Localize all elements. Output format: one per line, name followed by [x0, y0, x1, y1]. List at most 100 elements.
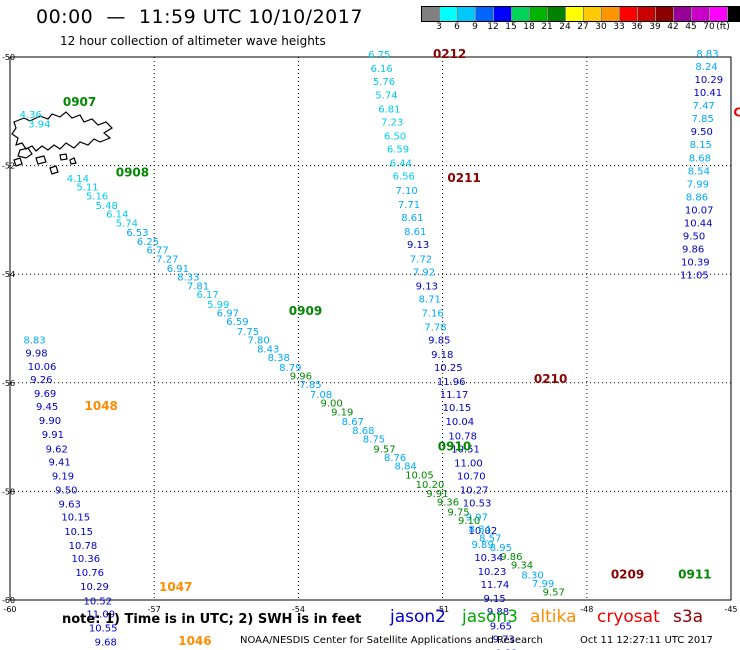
- colorbar-swatch: [494, 7, 512, 21]
- pass-time-label: 0909: [289, 304, 322, 318]
- longitude-tick-label: -54: [292, 605, 305, 614]
- wave-height-value: 8.68: [352, 426, 374, 437]
- wave-height-value: 9.19: [331, 407, 353, 418]
- wave-height-value: 11.17: [440, 390, 469, 401]
- wave-height-value: 8.84: [395, 462, 417, 473]
- wave-height-value: 7.27: [156, 254, 178, 265]
- wave-height-value: 8.95: [490, 543, 512, 554]
- wave-height-value: 9.73: [493, 634, 515, 645]
- wave-height-value: 11.74: [481, 580, 510, 591]
- wave-height-value: 10.39: [681, 258, 710, 269]
- wave-height-value: 8.86: [686, 192, 708, 203]
- satellite-legend-entry: cryosat: [597, 607, 660, 627]
- wave-height-value: 10.70: [457, 471, 486, 482]
- longitude-tick-label: -48: [580, 605, 593, 614]
- collection-subtitle: 12 hour collection of altimeter wave hei…: [60, 34, 326, 48]
- wave-height-value: 6.77: [147, 246, 169, 257]
- wave-height-value: 6.14: [106, 210, 128, 221]
- wave-height-value: 9.19: [52, 471, 74, 482]
- wave-height-value: 7.47: [693, 101, 715, 112]
- wave-height-value: 9.26: [30, 375, 52, 386]
- satellite-legend-entry: jason3: [462, 607, 518, 627]
- wave-height-value: 9.65: [490, 621, 512, 632]
- wave-height-value: 8.84: [469, 525, 491, 536]
- wave-height-value: 10.76: [75, 568, 104, 579]
- wave-height-value: 10.04: [445, 417, 474, 428]
- colorbar-label: 12: [487, 22, 499, 32]
- wave-height-value: 9.96: [290, 372, 312, 383]
- wave-height-value: 8.15: [690, 140, 712, 151]
- pass-time-label: 0907: [63, 95, 96, 109]
- wave-height-value: 10.15: [64, 527, 93, 538]
- colorbar-swatch: [440, 7, 458, 21]
- wave-height-value: 6.59: [387, 145, 409, 156]
- wave-height-value: 10.05: [405, 470, 434, 481]
- colorbar-label: 15: [505, 22, 517, 32]
- credit-line: NOAA/NESDIS Center for Satellite Applica…: [240, 635, 543, 646]
- wave-height-value: 9.13: [407, 240, 429, 251]
- colorbar-label: 70: [703, 22, 715, 32]
- wave-height-value: 6.53: [126, 228, 148, 239]
- falkland-islands-coastline: [49, 165, 59, 175]
- pass-time-label: 0908: [116, 165, 149, 179]
- wave-height-value: 10.36: [72, 554, 101, 565]
- pass-time-label: 0209: [611, 567, 644, 581]
- wave-height-value: 10.15: [61, 513, 90, 524]
- wave-height-value: 10.15: [443, 403, 472, 414]
- wave-height-value: 8.68: [689, 153, 711, 164]
- wave-height-value: 8.67: [342, 417, 364, 428]
- latitude-tick-label: -54: [2, 270, 15, 279]
- colorbar-label: 9: [472, 22, 478, 32]
- wave-height-value: 7.16: [421, 309, 443, 320]
- wave-height-value: 6.81: [378, 104, 400, 115]
- wave-height-value: 6.91: [167, 264, 189, 275]
- wave-height-value: 7.78: [424, 323, 446, 334]
- wave-height-value: 8.61: [404, 227, 426, 238]
- wave-height-value: 7.80: [247, 336, 269, 347]
- pass-time-label: 0212: [433, 47, 466, 61]
- wave-height-value: 7.23: [381, 117, 403, 128]
- wave-height-value: 9.57: [373, 444, 395, 455]
- wave-height-value: 9.57: [543, 588, 565, 599]
- wave-height-value: 9.88: [487, 607, 509, 618]
- wave-height-value: 6.50: [384, 132, 406, 143]
- wave-height-value: 9.69: [34, 389, 56, 400]
- wave-height-value: 7.85: [299, 380, 321, 391]
- wave-height-value: 4.36: [20, 110, 42, 121]
- colorbar-label: 18: [523, 22, 535, 32]
- wave-height-value: 8.33: [177, 273, 199, 284]
- colorbar-swatch: [656, 7, 674, 21]
- wave-height-value: 9.90: [39, 416, 61, 427]
- wave-height-value: 8.83: [696, 49, 718, 60]
- falkland-islands-coastline: [11, 111, 113, 152]
- wave-height-value: 8.76: [384, 453, 406, 464]
- wave-height-value: 10.29: [694, 75, 723, 86]
- wave-height-value: 9.63: [59, 500, 81, 511]
- wave-height-value: 11.00: [454, 458, 483, 469]
- wave-height-value: 11.09: [86, 609, 115, 620]
- wave-height-value: 10.25: [434, 363, 463, 374]
- wave-height-value: 7.75: [237, 327, 259, 338]
- satellite-legend-entry: s3a: [673, 607, 704, 627]
- wave-height-value: 5.74: [375, 90, 397, 101]
- wave-height-value: 8.75: [363, 435, 385, 446]
- pass-time-label: 0210: [534, 372, 567, 386]
- wave-height-value: 9.50: [55, 486, 77, 497]
- wave-height-value: 8.57: [479, 533, 501, 544]
- latitude-tick-label: -56: [2, 379, 15, 388]
- wave-height-value: 9.68: [95, 638, 117, 649]
- wave-height-value: 10.51: [451, 444, 480, 455]
- pass-time-label: 0211: [447, 171, 480, 185]
- wave-height-value: 6.25: [137, 237, 159, 248]
- wave-height-value: 7.10: [395, 186, 417, 197]
- wave-height-value: 10.44: [684, 218, 713, 229]
- wave-height-value: 8.43: [257, 344, 279, 355]
- wave-height-value: 9.00: [321, 399, 343, 410]
- wave-height-value: 5.74: [116, 218, 138, 229]
- colorbar-swatch: [458, 7, 476, 21]
- colorbar-swatch: [548, 7, 566, 21]
- wave-height-value: 5.48: [96, 201, 118, 212]
- wave-height-value: 10.23: [478, 567, 507, 578]
- wave-height-value: 10.02: [469, 526, 498, 537]
- wave-height-value: 10.27: [460, 486, 489, 497]
